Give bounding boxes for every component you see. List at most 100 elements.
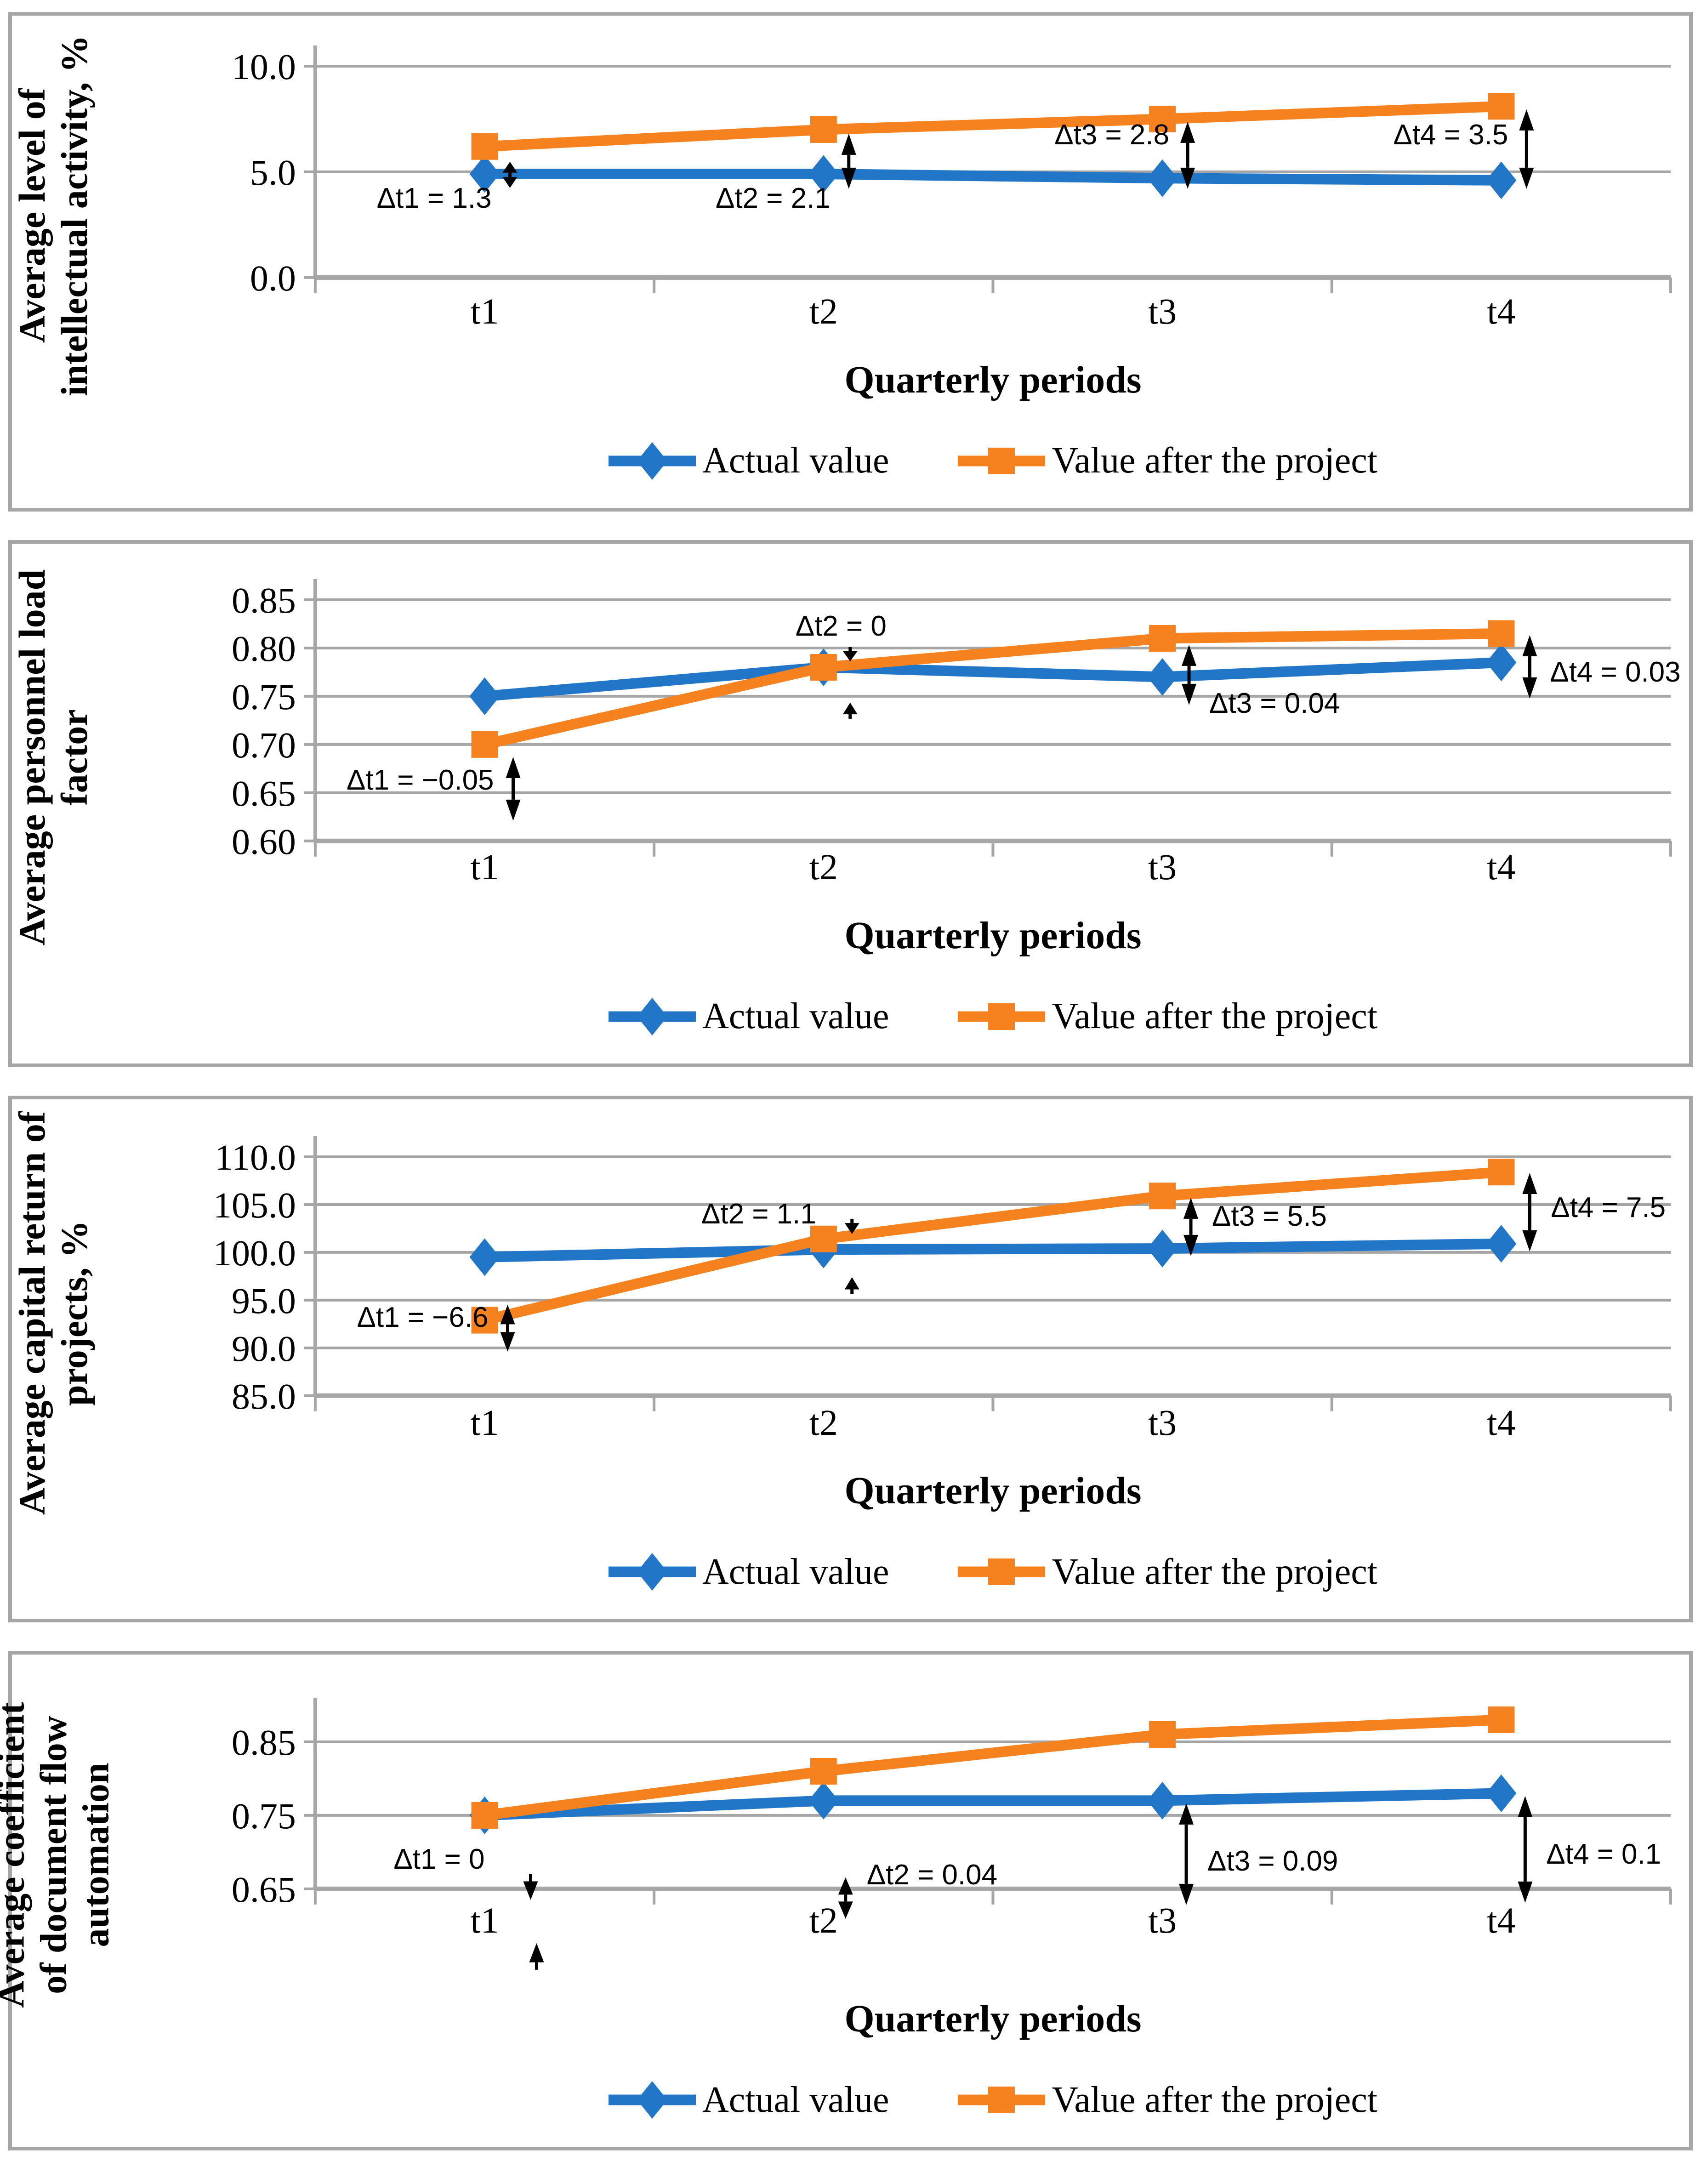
series-marker-actual	[469, 677, 500, 715]
legend-label: Actual value	[702, 996, 889, 1037]
delta-arrow-head	[838, 1901, 853, 1919]
x-axis-title: Quarterly periods	[844, 1997, 1142, 2041]
series-marker-actual	[1486, 1224, 1517, 1263]
delta-arrow-head	[1180, 167, 1195, 189]
legend-diamond-icon	[637, 2081, 667, 2119]
delta-arrow-head	[1179, 1803, 1194, 1825]
delta-annotation: Δt2 = 0	[796, 610, 887, 642]
series-marker-actual	[469, 1238, 500, 1276]
x-axis-title: Quarterly periods	[844, 914, 1142, 957]
legend: Actual value Value after the project	[12, 2077, 1689, 2123]
x-category-label: t4	[1487, 1402, 1515, 1443]
delta-arrow-head	[842, 651, 858, 661]
delta-arrow-head	[1518, 1882, 1533, 1903]
chart-main: 110.0 105.0 100.0 95.0 90.0 85.0 t1 t2 t3 t4 Δt1 =…	[95, 1113, 1689, 1513]
legend-marker-actual-icon	[609, 997, 696, 1035]
series-marker-actual	[1486, 161, 1517, 199]
x-axis-title: Quarterly periods	[844, 358, 1142, 401]
series-line-actual	[484, 1238, 1502, 1263]
series-marker-after	[810, 1758, 837, 1785]
delta-arrow-head	[844, 1223, 859, 1234]
y-tick-label: 0.75	[232, 1796, 296, 1837]
x-category-label: t4	[1487, 1900, 1515, 1941]
legend-label: Value after the project	[1052, 440, 1377, 481]
chart-panel-document-automation: Average coefficient of document flow aut…	[0, 1651, 1693, 2151]
delta-arrow-head	[1522, 677, 1537, 699]
y-axis-title: Average level of intellectual activity, …	[11, 35, 95, 397]
y-axis-title: Average personnel load factor	[11, 569, 95, 946]
delta-arrow-head	[523, 1881, 538, 1900]
series-marker-after	[1488, 620, 1515, 647]
series-marker-after	[1488, 1706, 1515, 1734]
series-marker-after	[1488, 93, 1515, 120]
legend-diamond-icon	[637, 442, 667, 480]
y-axis-title: Average coefficient of document flow aut…	[0, 1701, 116, 2008]
x-category-label: t2	[809, 1402, 838, 1443]
delta-annotation: Δt4 = 7.5	[1551, 1191, 1666, 1223]
series-marker-after	[1149, 1721, 1176, 1748]
series-marker-after	[471, 1802, 498, 1829]
delta-annotation: Δt4 = 3.5	[1394, 119, 1508, 151]
delta-arrow-head	[529, 1943, 544, 1962]
delta-arrow-head	[1518, 1796, 1533, 1818]
delta-arrow-head	[1182, 683, 1197, 705]
legend-diamond-icon	[637, 1553, 667, 1591]
delta-arrow-head	[506, 756, 521, 778]
y-tick-label: 0.85	[232, 580, 296, 621]
series-line-after	[484, 101, 1502, 152]
y-axis-title-wrap: Average level of intellectual activity, …	[11, 29, 95, 402]
legend-marker-actual-icon	[609, 1553, 696, 1591]
legend-label: Actual value	[702, 1551, 889, 1592]
legend-item-after: Value after the project	[958, 994, 1377, 1040]
legend-item-actual: Actual value	[609, 994, 889, 1040]
delta-arrow-head	[841, 167, 856, 189]
delta-annotation: Δt2 = 1.1	[701, 1198, 816, 1229]
y-tick-label: 10.0	[232, 47, 296, 87]
legend-square-icon	[988, 2087, 1015, 2114]
y-tick-label: 0.75	[232, 677, 296, 717]
x-category-label: t2	[809, 847, 838, 887]
y-tick-label: 110.0	[215, 1138, 296, 1178]
delta-annotation: Δt1 = −6.6	[357, 1301, 488, 1333]
delta-annotation: Δt1 = 0	[393, 1843, 484, 1875]
delta-arrow-head	[838, 1877, 853, 1895]
delta-arrow-head	[502, 177, 518, 188]
series-marker-actual	[1147, 159, 1178, 197]
legend-marker-after-icon	[958, 447, 1046, 474]
delta-annotation: Δt2 = 0.04	[867, 1859, 997, 1891]
series-marker-actual	[1147, 1229, 1178, 1268]
delta-arrow-head	[1522, 635, 1537, 656]
series-line-after	[483, 1166, 1502, 1325]
legend-marker-actual-icon	[609, 442, 696, 480]
y-tick-label: 100.0	[213, 1233, 296, 1273]
x-axis-title: Quarterly periods	[844, 1469, 1142, 1513]
delta-annotation: Δt3 = 5.5	[1212, 1200, 1327, 1232]
legend-marker-after-icon	[958, 1558, 1046, 1586]
y-axis-title: Average capital return of projects, %	[11, 1111, 95, 1515]
chart-row: Average coefficient of document flow aut…	[0, 1668, 1689, 2041]
delta-arrow-head	[1183, 1234, 1199, 1256]
legend-marker-after-icon	[958, 1003, 1046, 1030]
x-category-label: t1	[470, 847, 499, 887]
y-tick-label: 0.70	[232, 725, 296, 766]
line-chart-document-automation: 0.85 0.75 0.65 t1 t2 t3 t4 Δt1 = 0 Δt2 = 0.04 Δt3…	[232, 1698, 1673, 1970]
y-tick-label: 95.0	[232, 1280, 296, 1321]
y-tick-label: 5.0	[250, 153, 296, 193]
series-line-after	[483, 628, 1502, 750]
y-tick-label: 90.0	[232, 1328, 296, 1369]
legend: Actual value Value after the project	[12, 994, 1689, 1040]
series-marker-after	[810, 654, 837, 681]
series-marker-after	[471, 731, 498, 758]
legend-marker-after-icon	[958, 2087, 1046, 2114]
chart-row: Average personnel load factor 0.85 0.80 0.…	[11, 557, 1689, 958]
series-marker-actual	[1486, 1774, 1517, 1813]
chart-panel-personnel-load: Average personnel load factor 0.85 0.80 0.…	[8, 540, 1693, 1067]
y-axis-title-wrap: Average capital return of projects, %	[11, 1111, 95, 1515]
line-chart-intellectual-activity: 10.0 5.0 0.0 t1 t2 t3 t4 Δt1 = 1.3 Δt2 = 2.1 Δt3 …	[232, 45, 1673, 332]
legend-label: Value after the project	[1052, 1551, 1377, 1592]
legend-square-icon	[988, 1003, 1015, 1030]
x-category-label: t3	[1148, 1402, 1177, 1443]
line-chart-personnel-load: 0.85 0.80 0.75 0.70 0.65 0.60 t1 t2 t3 t4 Δt1 = −0…	[232, 579, 1681, 887]
chart-row: Average level of intellectual activity, …	[11, 29, 1689, 402]
